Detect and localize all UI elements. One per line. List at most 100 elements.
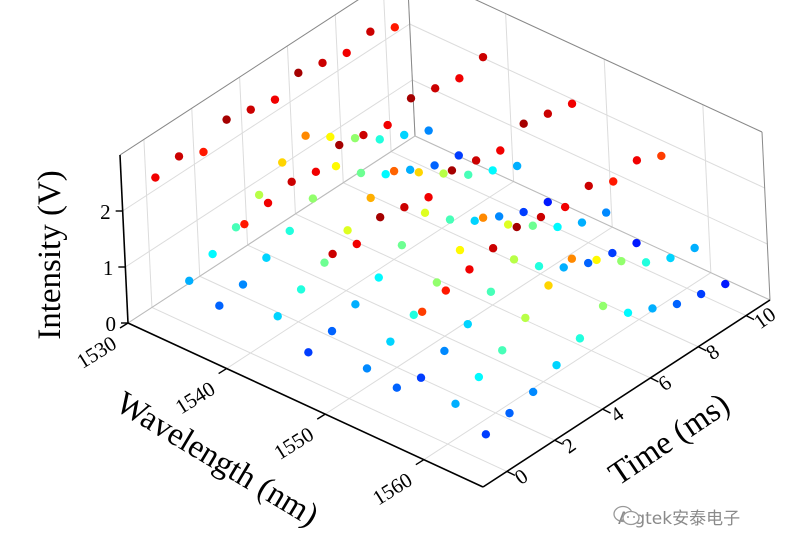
z-axis-title: Intensity (V) <box>32 170 68 340</box>
data-point <box>304 348 313 357</box>
wall-grid-line <box>475 0 763 133</box>
data-point <box>543 197 552 207</box>
data-point <box>231 223 241 232</box>
floor-grid-line <box>423 272 712 461</box>
data-point <box>528 221 538 230</box>
data-point <box>623 308 633 318</box>
data-point <box>270 95 280 104</box>
data-point <box>406 94 416 103</box>
data-point <box>439 169 448 178</box>
data-point <box>366 27 375 36</box>
data-point <box>696 289 706 299</box>
y-tick <box>697 346 707 352</box>
data-point <box>381 170 390 179</box>
data-point <box>430 161 439 170</box>
data-point <box>151 173 160 182</box>
data-point <box>519 207 528 217</box>
data-point <box>567 99 577 108</box>
box-edge <box>475 0 763 133</box>
data-point <box>690 243 699 253</box>
z-tick-label: 2 <box>100 200 111 224</box>
data-point <box>577 218 587 227</box>
data-point <box>263 198 273 208</box>
y-axis-title: Time (ms) <box>602 386 736 493</box>
box-edge <box>408 0 416 137</box>
data-point <box>608 248 617 258</box>
data-point <box>352 239 361 249</box>
box-edge <box>414 135 771 301</box>
data-point <box>559 263 568 272</box>
data-point <box>666 253 675 263</box>
box-edge <box>127 135 416 324</box>
data-point <box>215 301 224 310</box>
data-point <box>536 212 546 222</box>
data-point <box>505 408 514 418</box>
data-point <box>301 131 310 140</box>
data-point <box>575 334 585 343</box>
data-point <box>405 165 415 175</box>
data-point <box>254 190 264 200</box>
data-point <box>320 258 329 267</box>
data-point <box>208 249 217 259</box>
data-point <box>287 177 296 187</box>
y-tick-label: 2 <box>558 433 580 459</box>
data-point <box>238 280 248 289</box>
data-point <box>366 193 375 203</box>
data-point <box>478 213 488 222</box>
data-point <box>350 133 360 143</box>
wall-grid-line <box>143 139 153 308</box>
data-point <box>420 208 430 217</box>
data-point <box>512 222 521 232</box>
x-tick <box>316 413 326 420</box>
data-point <box>592 255 601 265</box>
data-point <box>521 313 530 323</box>
data-point <box>273 312 282 321</box>
data-point <box>598 301 608 311</box>
y-tick-label: 10 <box>749 302 780 334</box>
data-point <box>470 216 479 226</box>
wall-grid-line <box>412 79 768 245</box>
data-point <box>553 222 562 232</box>
z-tick-label: 0 <box>106 312 117 336</box>
y-tick <box>650 377 659 383</box>
data-point <box>199 147 208 157</box>
data-point <box>390 23 400 32</box>
axes <box>115 0 771 488</box>
wall-grid-line <box>125 79 413 268</box>
watermark: Aigtek安泰电子 <box>612 504 740 529</box>
data-point <box>278 158 287 167</box>
wall-grid-line <box>286 45 296 214</box>
wall-grid-line <box>409 23 765 189</box>
floor-grid-line <box>226 181 514 369</box>
floor-grid-line <box>199 275 555 441</box>
data-point <box>632 156 642 165</box>
wall-grid-line <box>122 23 410 212</box>
data-point <box>488 244 498 253</box>
data-point <box>359 130 368 140</box>
data-point <box>432 278 442 287</box>
data-point <box>543 109 553 118</box>
data-point <box>222 115 231 124</box>
data-point <box>262 253 271 262</box>
grid-walls <box>119 0 771 472</box>
data-point <box>463 319 472 329</box>
data-point <box>351 300 360 309</box>
box-edge <box>119 0 359 156</box>
data-point <box>648 304 657 313</box>
floor-grid-line <box>151 306 508 472</box>
data-point <box>454 151 463 160</box>
x-axis-title: Wavelength (nm) <box>110 385 325 534</box>
data-points <box>151 23 730 439</box>
wall-grid-line <box>505 13 515 182</box>
data-point <box>296 285 306 294</box>
data-point <box>424 193 433 202</box>
data-point <box>327 326 337 336</box>
data-point <box>512 161 522 171</box>
wall-grid-line <box>239 77 249 246</box>
data-point <box>294 68 303 78</box>
data-point <box>311 167 321 177</box>
data-point <box>498 346 507 355</box>
data-point <box>544 281 553 290</box>
data-point <box>451 399 460 409</box>
